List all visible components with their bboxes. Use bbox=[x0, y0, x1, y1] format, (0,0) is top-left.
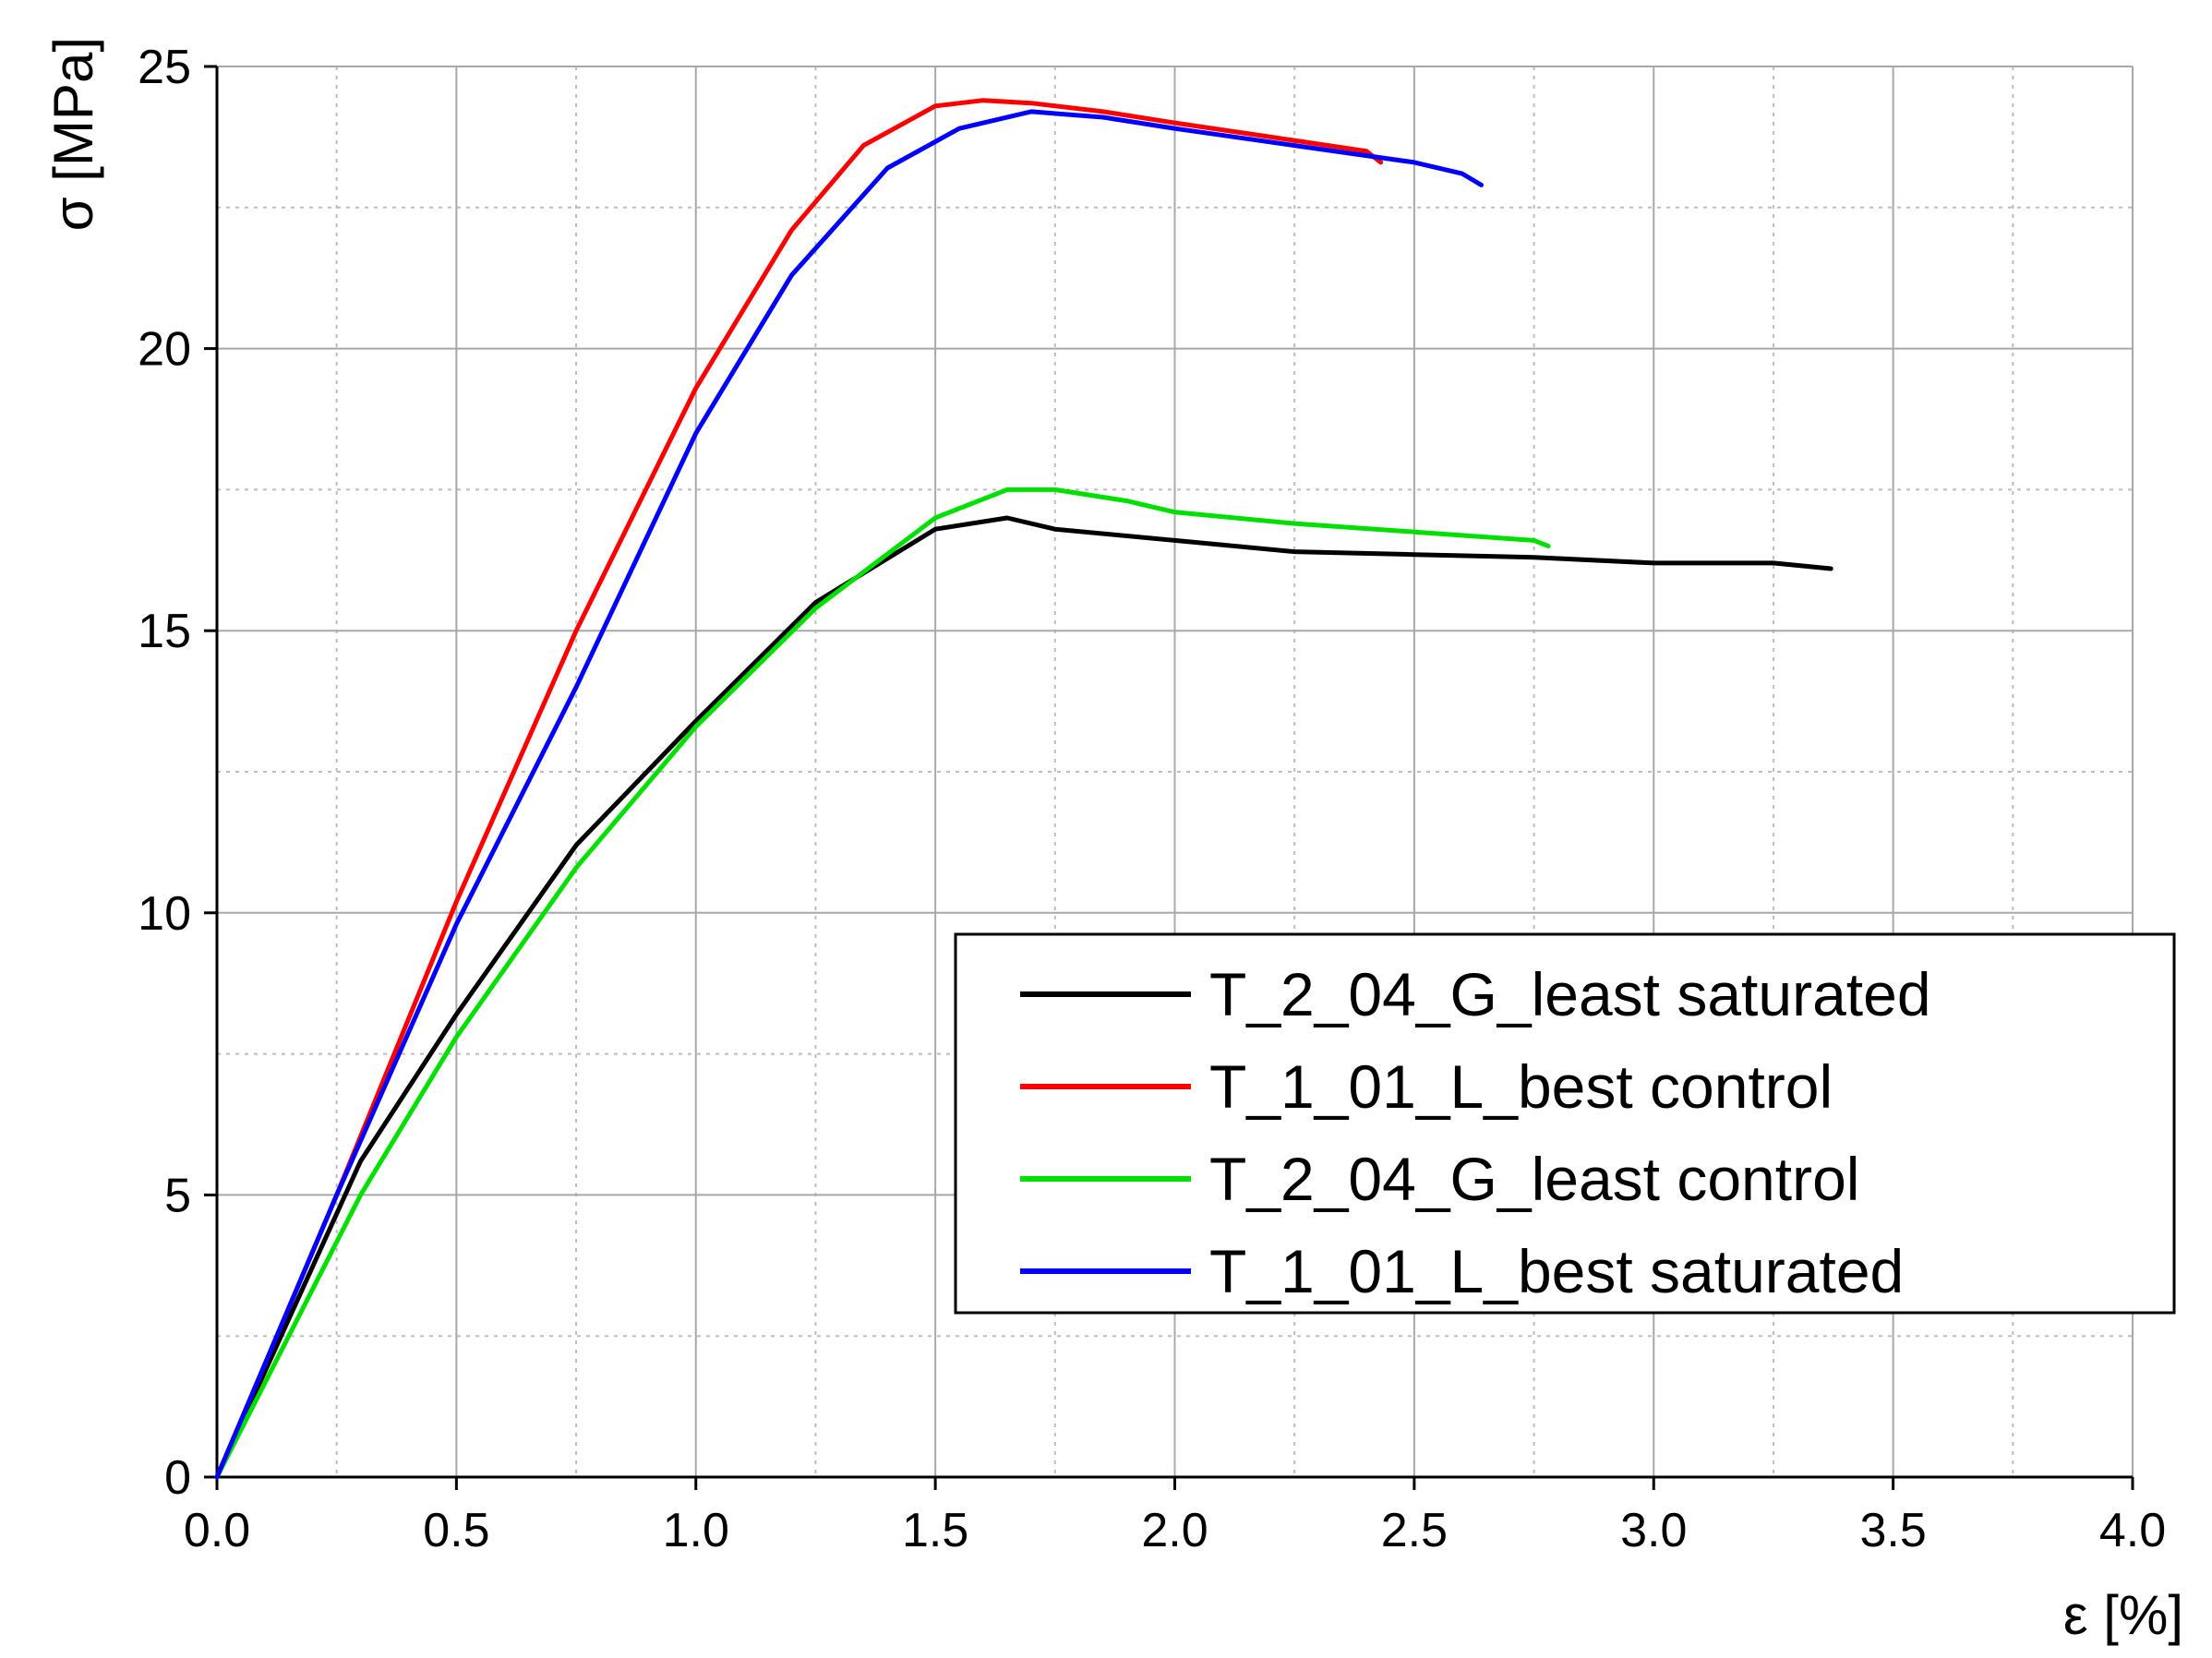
legend-label-2: T_1_01_L_best control bbox=[1209, 1052, 1833, 1121]
x-tick-label: 3.5 bbox=[1859, 1504, 1926, 1557]
series-line-1 bbox=[214, 515, 1833, 1480]
y-tick-label: 0 bbox=[164, 1451, 191, 1505]
x-tick-label: 3.0 bbox=[1620, 1504, 1687, 1557]
legend-label-4: T_1_01_L_best saturated bbox=[1209, 1237, 1904, 1305]
series-line-2 bbox=[214, 98, 1384, 1480]
x-tick-label: 2.0 bbox=[1141, 1504, 1208, 1557]
x-tick-label: 4.0 bbox=[2099, 1504, 2166, 1557]
y-tick-label: 15 bbox=[138, 605, 191, 658]
legend-label-1: T_2_04_G_least saturated bbox=[1209, 960, 1931, 1028]
x-tick-label: 1.5 bbox=[902, 1504, 968, 1557]
tick-labels: 0.0 0.5 1.0 1.5 2.0 2.5 3.0 3.5 4.0 0 5 10 15 20 25 bbox=[138, 41, 2166, 1557]
y-tick-label: 10 bbox=[138, 887, 191, 941]
series-line-3 bbox=[214, 487, 1551, 1480]
x-tick-label: 0.0 bbox=[184, 1504, 250, 1557]
legend-box bbox=[954, 932, 2176, 1315]
y-tick-label: 25 bbox=[138, 41, 191, 94]
x-tick-label: 1.0 bbox=[663, 1504, 729, 1557]
y-tick-label: 5 bbox=[164, 1169, 191, 1222]
series-lines bbox=[214, 98, 1833, 1480]
series-line-4 bbox=[214, 109, 1484, 1480]
legend: T_2_04_G_least saturated T_1_01_L_best co… bbox=[954, 932, 2176, 1315]
y-axis-title: σ [MPa] bbox=[42, 37, 104, 231]
x-axis-title: ε [%] bbox=[2063, 1584, 2183, 1646]
x-tick-label: 0.5 bbox=[423, 1504, 489, 1557]
axes bbox=[204, 65, 2134, 1490]
y-tick-label: 20 bbox=[138, 323, 191, 377]
legend-label-3: T_2_04_G_least control bbox=[1209, 1145, 1859, 1213]
x-tick-label: 2.5 bbox=[1381, 1504, 1448, 1557]
